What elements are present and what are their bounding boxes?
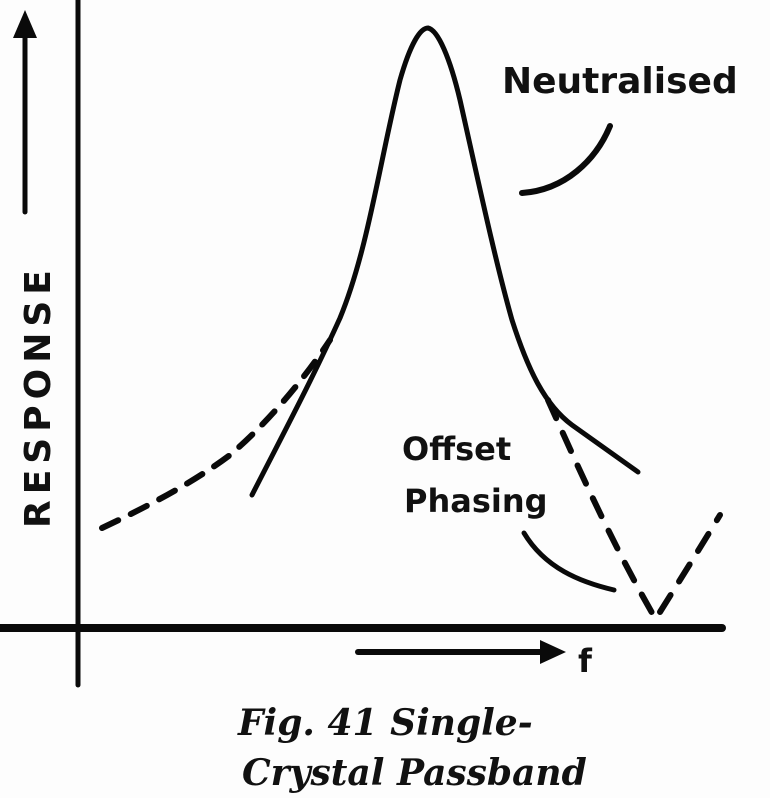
offset-phasing-curve-high-side [545, 397, 658, 621]
y-axis-label: RESPONSE [18, 264, 59, 528]
offset-phasing-label-line2: Phasing [404, 482, 548, 520]
response-arrow-head-icon [13, 10, 37, 38]
neutralised-leader-line [519, 123, 613, 196]
x-axis-label: f [578, 642, 593, 680]
neutralised-label: Neutralised [502, 61, 738, 102]
offset-phasing-curve-rebound [657, 512, 723, 615]
offset-phasing-curve [99, 337, 333, 531]
figure-caption-line2: Crystal Passband [242, 752, 587, 794]
figure-caption-line1: Fig. 41 Single- [237, 702, 533, 744]
offset-phasing-label-line1: Offset [402, 430, 511, 468]
frequency-arrow-head-icon [540, 640, 566, 664]
offset-phasing-leader-line [521, 530, 617, 593]
